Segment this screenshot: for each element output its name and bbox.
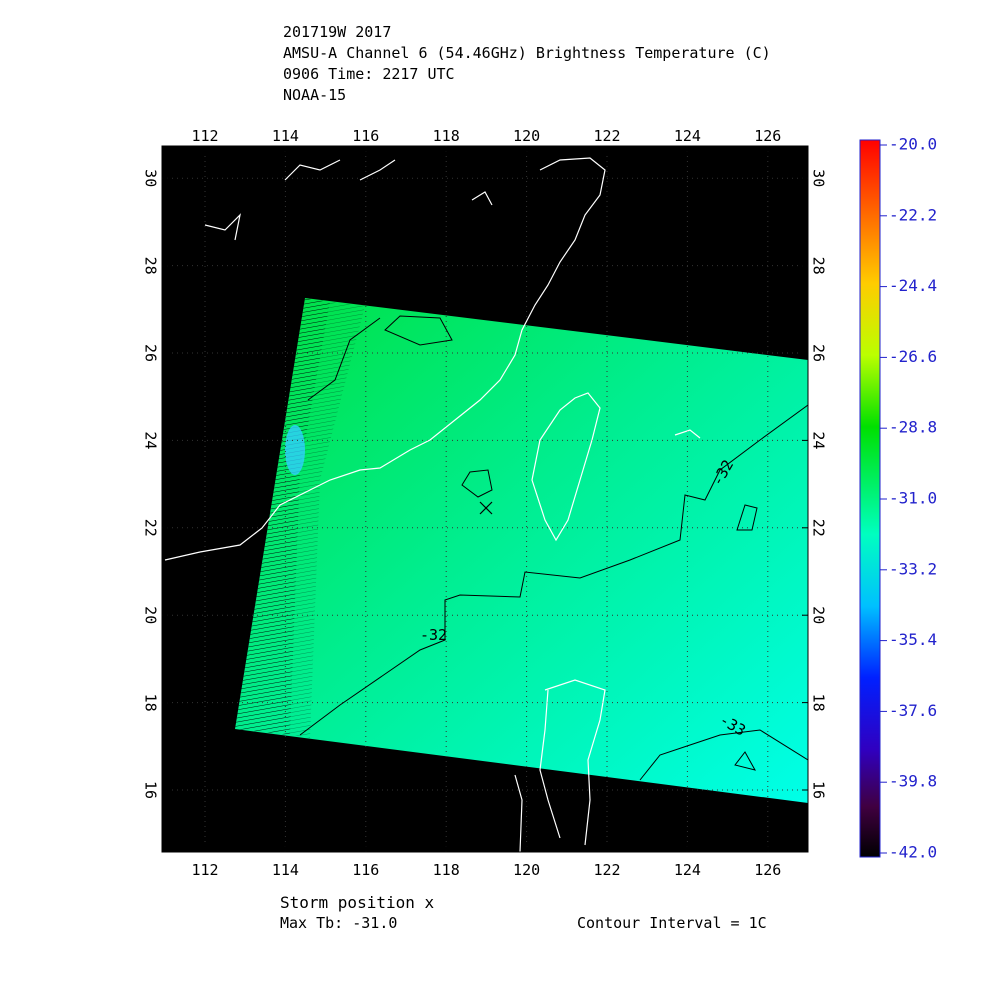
lon-tick-label: 126 <box>754 127 781 145</box>
header-line: 201719W 2017 <box>283 23 391 41</box>
lat-tick-label: 16 <box>810 781 828 799</box>
lon-tick-label: 118 <box>433 861 460 879</box>
coastline <box>674 429 701 439</box>
lat-tick-label: 30 <box>810 169 828 187</box>
contour-line <box>461 469 493 498</box>
contour-interval: Contour Interval = 1C <box>577 914 767 932</box>
contour-line <box>734 751 756 771</box>
lat-tick-label: 24 <box>142 431 160 449</box>
lat-tick-label: 28 <box>810 257 828 275</box>
colorbar: -20.0 -22.2 -24.4 -26.6 -28.8 -31.0 -33.2 -35.4… <box>859 135 937 862</box>
map-frame <box>161 145 809 853</box>
header-line: NOAA-15 <box>283 86 346 104</box>
lat-tick-label: 22 <box>810 519 828 537</box>
lon-tick-label: 114 <box>272 861 299 879</box>
lat-tick-label: 20 <box>142 606 160 624</box>
lon-tick-label: 122 <box>593 861 620 879</box>
lon-tick-label: 120 <box>513 861 540 879</box>
lat-tick-label: 22 <box>142 519 160 537</box>
lat-tick-label: 28 <box>142 257 160 275</box>
colorbar-label: -42.0 <box>889 843 937 862</box>
lon-tick-label: 120 <box>513 127 540 145</box>
lat-tick-label: 24 <box>810 431 828 449</box>
lon-tick-label: 126 <box>754 861 781 879</box>
colorbar-label: -31.0 <box>889 489 937 508</box>
colorbar-label: -39.8 <box>889 772 937 791</box>
colorbar-label: -35.4 <box>889 630 937 649</box>
coastline <box>539 689 561 839</box>
header-line: AMSU-A Channel 6 (54.46GHz) Brightness T… <box>283 44 771 62</box>
contour-line <box>307 317 381 401</box>
lat-tick-label: 30 <box>142 169 160 187</box>
coastlines <box>164 157 701 852</box>
lat-tick-label: 16 <box>142 781 160 799</box>
lat-tick-label: 18 <box>810 694 828 712</box>
contour-line <box>639 729 808 781</box>
hatching <box>290 302 365 738</box>
lon-tick-label: 124 <box>674 861 701 879</box>
colorbar-label: -37.6 <box>889 701 937 720</box>
coastline <box>514 774 523 852</box>
lon-tick-label: 112 <box>191 127 218 145</box>
swath <box>235 298 808 803</box>
coastline <box>164 157 606 561</box>
contour-line <box>736 504 758 531</box>
lat-tick-label: 20 <box>810 606 828 624</box>
coastline <box>359 159 396 181</box>
lon-tick-label: 112 <box>191 861 218 879</box>
contours <box>299 315 808 781</box>
header: 201719W 2017 AMSU-A Channel 6 (54.46GHz)… <box>283 23 771 104</box>
lon-tick-label: 124 <box>674 127 701 145</box>
cold-spot <box>285 425 305 475</box>
lat-tick-label: 18 <box>142 694 160 712</box>
colorbar-scale <box>859 139 881 858</box>
lon-tick-label: 116 <box>352 861 379 879</box>
footer: Storm position x Max Tb: -31.0 Contour I… <box>280 893 767 932</box>
coastline <box>544 679 606 846</box>
colorbar-label: -22.2 <box>889 205 937 224</box>
coastline <box>204 213 241 241</box>
lon-tick-label: 122 <box>593 127 620 145</box>
lat-tick-label: 26 <box>142 344 160 362</box>
colorbar-label: -20.0 <box>889 135 937 154</box>
contour-label: -32 <box>420 626 447 644</box>
storm-marker <box>479 501 493 515</box>
lon-tick-label: 116 <box>352 127 379 145</box>
max-tb: Max Tb: -31.0 <box>280 914 397 932</box>
lon-tick-label: 118 <box>433 127 460 145</box>
coastline <box>531 392 601 542</box>
header-line: 0906 Time: 2217 UTC <box>283 65 455 83</box>
storm-position: Storm position x <box>280 893 434 912</box>
contour-line <box>299 404 808 736</box>
contour-line <box>384 315 453 346</box>
lon-tick-label: 114 <box>272 127 299 145</box>
colorbar-label: -24.4 <box>889 276 937 295</box>
map: -32 -32 -33 <box>162 146 808 852</box>
lat-tick-label: 26 <box>810 344 828 362</box>
axis-ticks: 112 112 114 114 116 116 118 118 120 120 122 122 124 1… <box>142 127 828 879</box>
coastline <box>284 159 341 181</box>
colorbar-label: -33.2 <box>889 559 937 578</box>
hatching <box>235 298 330 735</box>
colorbar-label: -26.6 <box>889 347 937 366</box>
colorbar-label: -28.8 <box>889 418 937 437</box>
coastline <box>471 191 493 206</box>
